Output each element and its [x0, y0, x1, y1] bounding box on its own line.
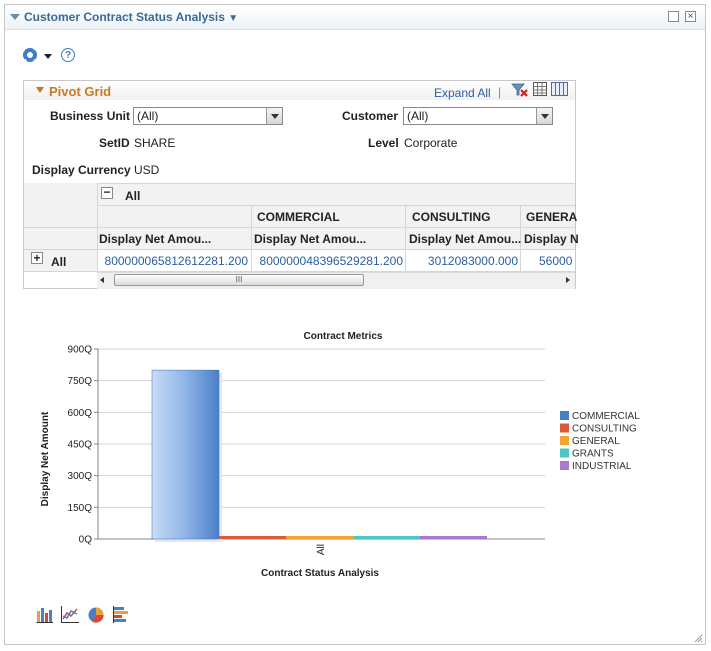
grid-line: [251, 206, 252, 272]
cell-value[interactable]: 800000048396529281.200: [259, 254, 403, 268]
close-icon[interactable]: ×: [685, 11, 696, 22]
bar-chart-icon[interactable]: [36, 606, 54, 623]
legend-swatch: [560, 411, 569, 420]
legend-entry: GRANTS: [572, 449, 614, 460]
bar-grants[interactable]: [353, 536, 420, 539]
horizontal-bar-chart-icon[interactable]: [112, 606, 130, 623]
legend-entry: CONSULTING: [572, 424, 637, 435]
measure-header[interactable]: Display Net Amou...: [409, 232, 522, 246]
legend-swatch: [560, 448, 569, 458]
column-header-commercial[interactable]: COMMERCIAL: [257, 210, 340, 224]
help-icon[interactable]: ?: [61, 48, 75, 62]
pivot-grid-header: [24, 81, 575, 100]
y-tick-label: 600Q: [68, 408, 93, 419]
pivot-collapse-icon[interactable]: [36, 87, 44, 93]
grid-view-icon[interactable]: [533, 82, 548, 97]
expand-all-link[interactable]: Expand All: [434, 86, 491, 100]
options-dropdown-icon[interactable]: [44, 54, 52, 59]
column-group-label: All: [125, 189, 141, 203]
customer-label: Customer: [342, 109, 399, 123]
legend-swatch: [560, 423, 569, 433]
chart-title: Contract Metrics: [304, 331, 383, 342]
y-tick-label: 450Q: [68, 440, 93, 451]
column-header-consulting[interactable]: CONSULTING: [412, 210, 491, 224]
pagelet-title[interactable]: Customer Contract Status Analysis ▼: [24, 10, 239, 24]
expand-row-button[interactable]: +: [31, 252, 43, 264]
measure-header-row: [24, 228, 575, 249]
legend-swatch: [560, 461, 569, 470]
business-unit-select[interactable]: (All): [133, 107, 283, 125]
legend-entry: INDUSTRIAL: [572, 461, 632, 472]
y-tick-label: 300Q: [68, 471, 93, 482]
grid-line: [97, 205, 575, 206]
gear-icon[interactable]: [23, 48, 37, 62]
setid-label: SetID: [99, 136, 130, 150]
y-tick-label: 900Q: [68, 345, 93, 356]
chart-grid-view-icon[interactable]: [551, 82, 569, 97]
level-label: Level: [368, 136, 399, 150]
chevron-down-icon[interactable]: [536, 108, 552, 124]
scroll-right-icon[interactable]: [566, 277, 570, 283]
clear-filter-icon[interactable]: [511, 82, 529, 98]
collapse-icon[interactable]: [10, 14, 20, 20]
grid-line: [520, 206, 521, 272]
legend-swatch: [560, 436, 569, 445]
bar-consulting[interactable]: [219, 536, 286, 539]
maximize-icon[interactable]: [668, 11, 679, 22]
legend-entry: GENERAL: [572, 436, 620, 447]
contract-metrics-chart: Contract Metrics 0Q 150Q 300Q 450Q 600Q 750Q 9…: [40, 331, 640, 579]
column-header-general[interactable]: GENERA: [526, 210, 578, 224]
column-header-row: [24, 206, 575, 227]
display-currency-value: USD: [134, 163, 160, 177]
bar-industrial[interactable]: [420, 536, 487, 539]
line-chart-icon[interactable]: [61, 606, 79, 623]
pivot-grid-title: Pivot Grid: [49, 84, 112, 99]
grid-line: [24, 249, 575, 250]
cell-value[interactable]: 3012083000.000: [427, 254, 518, 268]
x-tick-label: All: [316, 544, 327, 555]
chevron-down-icon[interactable]: [266, 108, 282, 124]
scroll-thumb[interactable]: III: [114, 274, 364, 286]
scroll-left-icon[interactable]: [100, 277, 104, 283]
measure-header[interactable]: Display Net Amou...: [99, 232, 212, 246]
legend-entry: COMMERCIAL: [572, 411, 640, 422]
measure-header[interactable]: Display Net Amou...: [254, 232, 367, 246]
x-axis-label: Contract Status Analysis: [261, 568, 379, 579]
grid-line: [24, 271, 575, 272]
level-value: Corporate: [404, 136, 458, 150]
y-tick-label: 0Q: [79, 535, 93, 546]
setid-value: SHARE: [134, 136, 176, 150]
header-separator: |: [498, 85, 502, 99]
bar-commercial[interactable]: [151, 369, 220, 540]
measure-header[interactable]: Display N: [524, 232, 579, 246]
grid-line: [24, 227, 575, 228]
cell-value[interactable]: 56000: [539, 254, 573, 268]
pagelet-header: [5, 5, 705, 30]
grid-line: [405, 206, 406, 272]
column-group-row: [24, 183, 575, 206]
cell-value[interactable]: 800000065812612281.200: [104, 254, 248, 268]
row-label: All: [51, 255, 67, 269]
y-tick-label: 150Q: [68, 503, 93, 514]
y-tick-label: 750Q: [68, 376, 93, 387]
business-unit-label: Business Unit: [50, 109, 131, 123]
bar-general[interactable]: [286, 536, 353, 539]
collapse-all-button[interactable]: −: [101, 186, 113, 199]
pie-chart-icon[interactable]: [87, 606, 105, 623]
display-currency-label: Display Currency: [32, 163, 131, 177]
customer-select[interactable]: (All): [403, 107, 553, 125]
y-axis-label: Display Net Amount: [40, 411, 51, 506]
resize-grip-icon[interactable]: [693, 633, 703, 643]
